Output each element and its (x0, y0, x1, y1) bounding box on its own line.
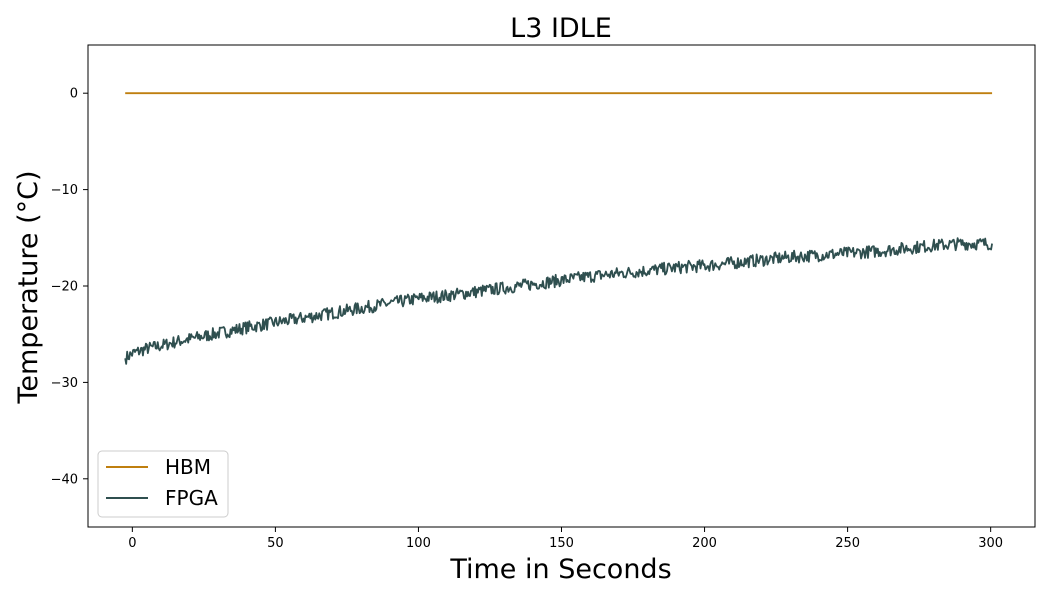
y-tick-label: −40 (51, 472, 78, 487)
x-tick-label: 200 (692, 536, 717, 551)
y-axis: 0 −10 −20 −30 −40 (51, 87, 88, 487)
x-tick-label: 50 (267, 536, 284, 551)
legend-label-hbm: HBM (165, 455, 211, 479)
x-tick-label: 250 (835, 536, 860, 551)
y-tick-label: 0 (70, 87, 78, 102)
x-tick-label: 300 (978, 536, 1003, 551)
chart-title: L3 IDLE (510, 13, 612, 44)
x-tick-label: 0 (128, 536, 136, 551)
plot-content (124, 92, 993, 365)
x-axis: 0 50 100 150 200 250 300 (128, 527, 1003, 551)
x-axis-label: Time in Seconds (449, 554, 671, 585)
y-tick-label: −10 (51, 183, 78, 198)
chart-legend: HBM FPGA (97, 450, 229, 518)
y-tick-label: −20 (51, 280, 78, 295)
series-line-fpga (124, 237, 993, 365)
y-axis-label: Temperature (°C) (13, 170, 44, 404)
x-tick-label: 100 (406, 536, 431, 551)
x-tick-label: 150 (549, 536, 574, 551)
y-tick-label: −30 (51, 376, 78, 391)
legend-label-fpga: FPGA (165, 486, 218, 510)
